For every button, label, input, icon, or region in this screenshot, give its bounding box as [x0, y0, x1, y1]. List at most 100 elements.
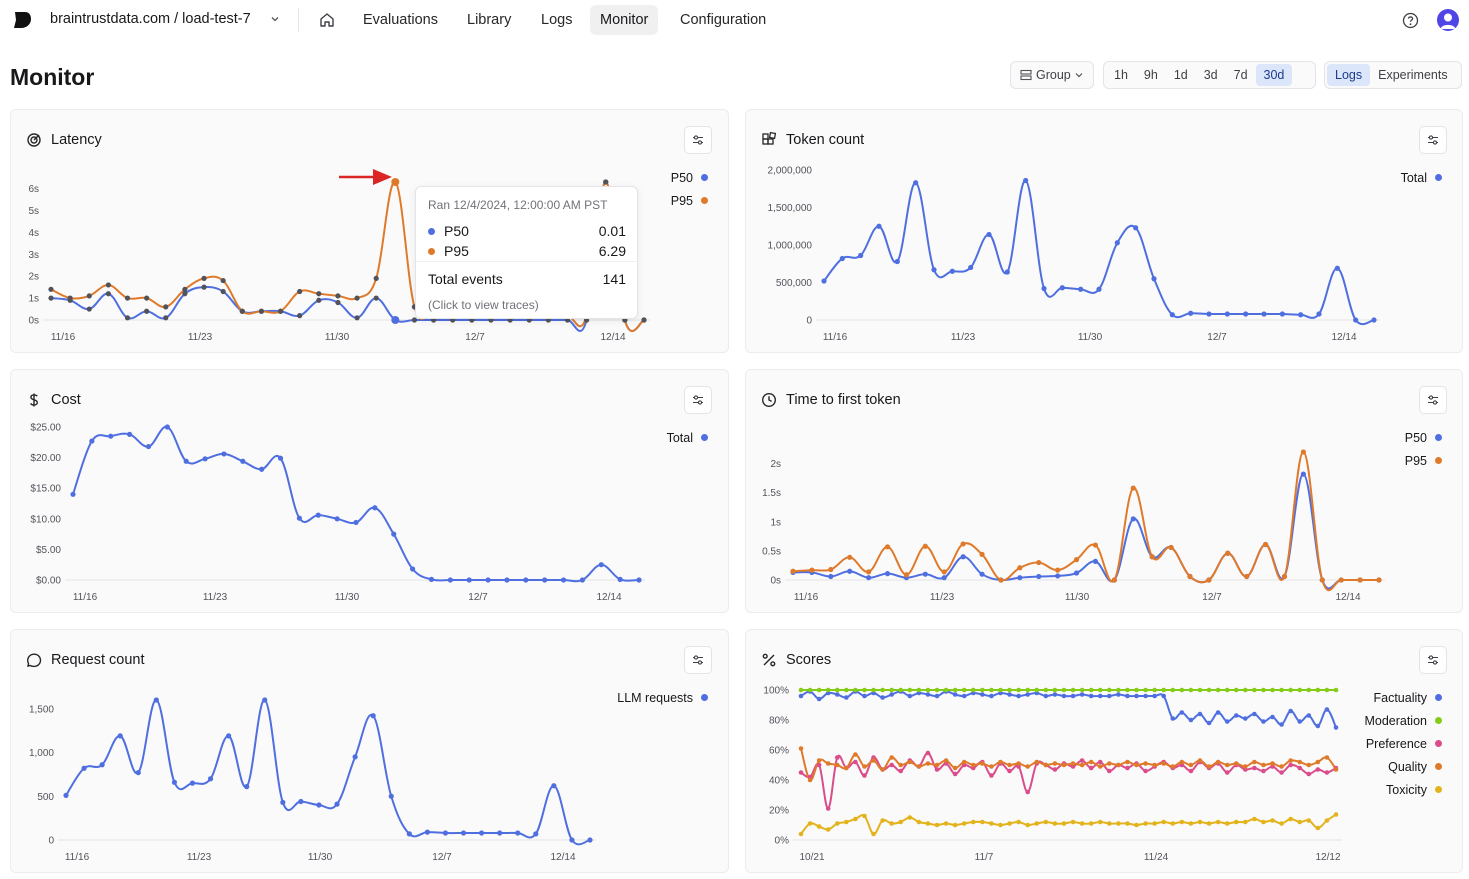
scores-point[interactable] [943, 687, 949, 693]
cost-chart[interactable]: $0.00 $5.00 $10.00 $15.00 $20.00 $25.00 11/16 1… [11, 370, 730, 614]
cost-point[interactable] [296, 515, 302, 521]
cost-point[interactable] [277, 455, 284, 461]
scores-point[interactable] [1324, 818, 1330, 823]
nav-configuration[interactable]: Configuration [680, 12, 767, 28]
scores-point[interactable] [807, 821, 813, 826]
ttft-point[interactable] [1092, 558, 1099, 564]
source-logs[interactable]: Logs [1327, 64, 1371, 86]
scores-point[interactable] [1324, 707, 1330, 712]
scores-point[interactable] [1125, 765, 1130, 771]
scores-point[interactable] [980, 761, 985, 766]
scores-point[interactable] [1297, 759, 1303, 765]
scores-point[interactable] [1161, 687, 1167, 693]
scores-point[interactable] [1088, 821, 1094, 826]
scores-point[interactable] [1034, 821, 1040, 826]
ttft-point[interactable] [1319, 577, 1325, 583]
scores-point[interactable] [1288, 687, 1293, 693]
requests-point[interactable] [298, 798, 304, 805]
scores-point[interactable] [816, 696, 822, 702]
scores-point[interactable] [1288, 758, 1293, 763]
scores-point[interactable] [1206, 720, 1212, 726]
legend-item-total[interactable]: Total [1401, 171, 1442, 194]
scores-point[interactable] [980, 687, 985, 693]
cost-point[interactable] [523, 577, 529, 583]
latency-point[interactable] [182, 291, 188, 297]
latency-point[interactable] [277, 308, 284, 314]
tokens-point[interactable] [1206, 311, 1212, 317]
scores-point[interactable] [844, 695, 849, 700]
scores-point[interactable] [1206, 821, 1212, 826]
scores-point[interactable] [862, 764, 867, 769]
scores-point[interactable] [1143, 821, 1148, 826]
scores-point[interactable] [862, 813, 867, 819]
ttft-point[interactable] [1073, 557, 1080, 563]
latency-point[interactable] [335, 293, 341, 299]
scores-point[interactable] [798, 687, 804, 693]
requests-point[interactable] [153, 697, 159, 703]
legend-item-llm-requests[interactable]: LLM requests [617, 691, 708, 714]
scores-point[interactable] [834, 821, 840, 826]
scores-point[interactable] [907, 815, 913, 820]
latency-point[interactable] [201, 275, 207, 281]
range-9h[interactable]: 9h [1143, 68, 1158, 82]
range-7d[interactable]: 7d [1233, 68, 1248, 82]
requests-point[interactable] [551, 783, 557, 789]
scores-point[interactable] [1088, 687, 1094, 693]
scores-point[interactable] [989, 693, 994, 699]
latency-point[interactable] [124, 295, 131, 301]
ttft-point[interactable] [1187, 573, 1193, 580]
scores-point[interactable] [989, 821, 994, 826]
scores-point[interactable] [1007, 821, 1012, 826]
scores-point[interactable] [1261, 762, 1266, 768]
scores-point[interactable] [925, 761, 931, 766]
scores-point[interactable] [1143, 693, 1148, 699]
requests-point[interactable] [370, 713, 376, 719]
requests-point[interactable] [497, 830, 503, 836]
ttft-point[interactable] [998, 577, 1004, 583]
scores-point[interactable] [1224, 687, 1230, 693]
scores-point[interactable] [907, 693, 913, 699]
scores-point[interactable] [1279, 770, 1284, 775]
cost-point[interactable] [353, 519, 359, 526]
ttft-point[interactable] [866, 575, 872, 581]
scores-point[interactable] [1243, 687, 1248, 693]
tokens-point[interactable] [876, 223, 882, 229]
cost-point[interactable] [598, 562, 604, 568]
scores-point[interactable] [898, 819, 904, 825]
help-icon[interactable] [1402, 12, 1419, 29]
token-count-chart[interactable]: 0 500,000 1,000,000 1,500,000 2,000,000 11/16… [746, 110, 1464, 354]
ttft-point[interactable] [884, 544, 891, 550]
scores-point[interactable] [1097, 693, 1103, 699]
latency-point[interactable] [86, 293, 92, 299]
ttft-point[interactable] [1300, 449, 1306, 455]
ttft-point[interactable] [903, 572, 910, 578]
scores-point[interactable] [1070, 693, 1076, 699]
scores-point[interactable] [989, 687, 994, 693]
scores-point[interactable] [889, 692, 894, 697]
latency-point[interactable] [354, 295, 360, 301]
scores-point[interactable] [1143, 687, 1148, 693]
tokens-point[interactable] [821, 278, 827, 284]
scores-point[interactable] [1043, 762, 1049, 768]
latency-point[interactable] [201, 284, 207, 290]
scores-point[interactable] [1097, 687, 1103, 693]
cost-point[interactable] [70, 491, 76, 497]
requests-point[interactable] [316, 802, 322, 808]
scores-point[interactable] [1152, 693, 1157, 699]
scores-point[interactable] [1315, 759, 1321, 765]
scores-point[interactable] [1070, 819, 1076, 825]
scores-point[interactable] [1279, 821, 1284, 826]
scores-point[interactable] [1197, 819, 1203, 825]
ttft-point[interactable] [960, 541, 966, 547]
scores-point[interactable] [1224, 770, 1230, 775]
latency-point[interactable] [86, 306, 92, 312]
latency-point[interactable] [220, 277, 226, 284]
scores-point[interactable] [961, 693, 967, 699]
scores-point[interactable] [1052, 687, 1058, 693]
scores-point[interactable] [1215, 759, 1221, 765]
group-dropdown[interactable]: Group [1010, 61, 1094, 89]
scores-point[interactable] [1007, 687, 1012, 693]
tokens-point[interactable] [858, 252, 864, 259]
scores-point[interactable] [1252, 816, 1257, 822]
tokens-point[interactable] [1316, 311, 1322, 317]
